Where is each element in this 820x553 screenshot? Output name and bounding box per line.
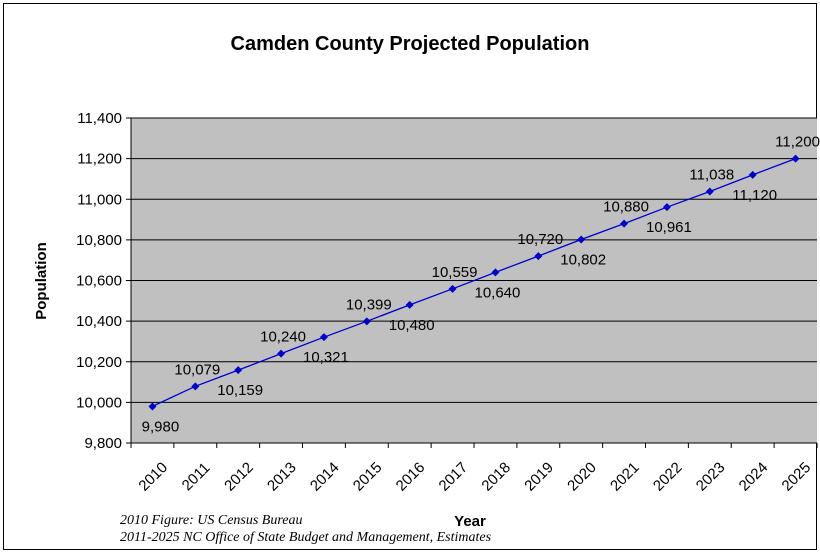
- data-label: 10,802: [560, 251, 606, 268]
- y-tick-label: 11,200: [77, 151, 122, 168]
- data-point: [319, 333, 328, 342]
- y-tick-label: 11,000: [77, 191, 122, 208]
- y-axis-ticks: 9,800 10,000 10,200 10,400 10,600 10,800 11,00…: [76, 110, 131, 452]
- data-point: [705, 187, 714, 196]
- x-tick-label: 2012: [221, 459, 257, 495]
- x-tick-label: 2021: [607, 459, 643, 495]
- x-axis-label: Year: [454, 513, 486, 530]
- data-label: 10,321: [303, 349, 349, 366]
- y-tick-label: 10,200: [76, 354, 122, 371]
- y-tick-label: 9,800: [84, 435, 122, 452]
- data-point: [748, 170, 757, 179]
- data-label: 11,200: [775, 134, 820, 151]
- data-label: 10,640: [474, 284, 520, 301]
- data-point: [791, 154, 800, 163]
- y-tick-label: 10,800: [76, 232, 122, 249]
- data-point: [191, 382, 200, 391]
- x-tick-label: 2025: [779, 459, 815, 495]
- data-label: 10,159: [217, 382, 263, 399]
- data-label: 11,038: [689, 167, 734, 184]
- data-labels: 9,980 10,079 10,159 10,240 10,321 10,399 10,48…: [142, 134, 820, 436]
- data-label: 10,880: [603, 199, 649, 216]
- data-label: 10,399: [346, 296, 392, 313]
- x-tick-label: 2016: [393, 459, 429, 495]
- data-label: 9,980: [142, 418, 180, 435]
- data-point: [148, 402, 157, 411]
- data-label: 10,480: [389, 317, 435, 334]
- y-tick-label: 10,000: [76, 394, 122, 411]
- data-point: [577, 235, 586, 244]
- data-label: 11,120: [732, 187, 777, 204]
- x-tick-label: 2011: [179, 459, 214, 494]
- data-point: [405, 300, 414, 309]
- data-point: [620, 219, 629, 228]
- x-axis-ticks: 2010 2011 2012 2013 2014 2015 2016 2017 2018 2019…: [130, 443, 818, 495]
- y-tick-label: 11,400: [77, 110, 122, 127]
- x-tick-label: 2017: [436, 459, 472, 495]
- y-axis-label: Population: [33, 242, 50, 320]
- data-point: [491, 268, 500, 277]
- x-tick-label: 2010: [135, 459, 171, 495]
- y-tick-label: 10,400: [76, 313, 122, 330]
- data-point: [277, 349, 286, 358]
- chart-title: Camden County Projected Population: [230, 33, 590, 55]
- data-point: [362, 317, 371, 326]
- x-tick-label: 2018: [478, 459, 514, 495]
- series-group: [148, 154, 800, 411]
- x-tick-label: 2023: [693, 459, 729, 495]
- source-note-census: 2010 Figure: US Census Bureau: [120, 513, 303, 528]
- data-label: 10,079: [174, 361, 220, 378]
- x-tick-label: 2022: [650, 459, 686, 495]
- x-tick-label: 2020: [564, 459, 600, 495]
- data-label: 10,559: [432, 264, 478, 281]
- x-tick-label: 2015: [350, 459, 386, 495]
- source-note-osbm: 2011-2025 NC Office of State Budget and …: [120, 530, 492, 545]
- x-tick-label: 2019: [521, 459, 557, 495]
- data-label: 10,961: [646, 219, 692, 236]
- data-point: [234, 366, 243, 375]
- data-label: 10,240: [260, 329, 306, 346]
- data-point: [662, 203, 671, 212]
- x-tick-label: 2024: [736, 459, 772, 495]
- x-tick-label: 2014: [307, 459, 343, 495]
- series-line: [152, 157, 796, 407]
- data-label: 10,720: [517, 231, 563, 248]
- y-tick-label: 10,600: [76, 273, 122, 290]
- x-tick-label: 2013: [264, 459, 300, 495]
- data-point: [448, 284, 457, 293]
- data-point: [534, 252, 543, 261]
